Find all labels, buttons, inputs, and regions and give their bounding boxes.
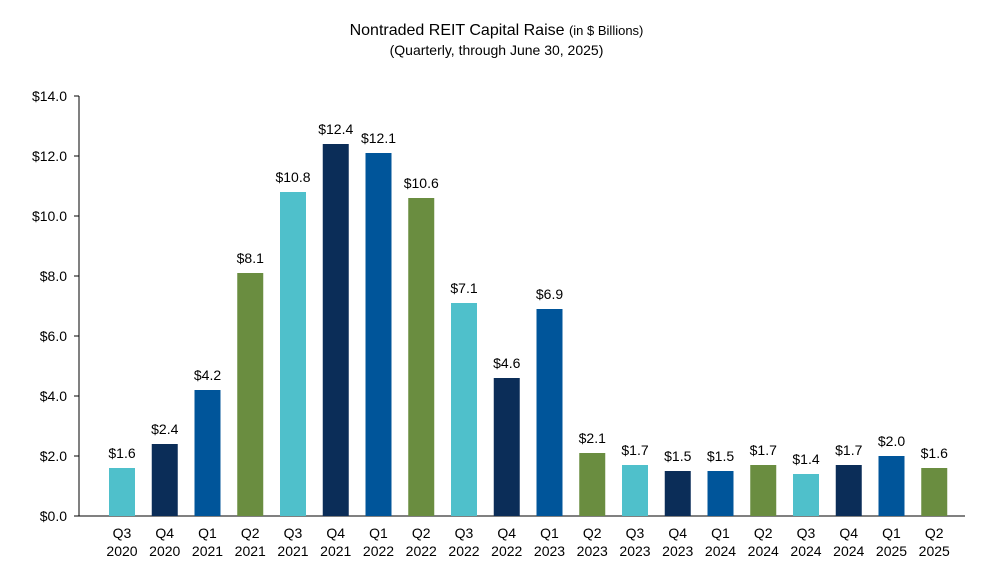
x-tick-label-quarter: Q3 — [797, 525, 816, 541]
bar — [750, 465, 777, 516]
bar — [408, 198, 435, 516]
x-tick-label-quarter: Q3 — [284, 525, 303, 541]
x-tick-label-quarter: Q3 — [626, 525, 645, 541]
bar — [793, 474, 819, 516]
bar — [622, 465, 648, 516]
bar-value-label: $1.7 — [750, 442, 777, 458]
x-tick-label-quarter: Q4 — [497, 525, 516, 541]
x-tick-label-quarter: Q1 — [540, 525, 559, 541]
bar — [493, 378, 520, 516]
x-tick-label-year: 2022 — [491, 543, 522, 559]
x-tick-label-year: 2025 — [919, 543, 950, 559]
bar-value-label: $1.6 — [108, 445, 135, 461]
x-tick-label-year: 2024 — [705, 543, 736, 559]
y-tick-label: $12.0 — [32, 148, 67, 164]
title-unit: (in $ Billions) — [568, 23, 644, 38]
bar-value-label: $6.9 — [536, 286, 563, 302]
x-tick-label-quarter: Q3 — [113, 525, 132, 541]
bar — [237, 273, 264, 516]
bar — [707, 471, 734, 516]
x-tick-label-quarter: Q1 — [198, 525, 217, 541]
x-tick-label-year: 2023 — [619, 543, 650, 559]
x-tick-label-year: 2021 — [277, 543, 308, 559]
chart-title-block: Nontraded REIT Capital Raise (in $ Billi… — [0, 22, 993, 58]
bar-value-label: $4.6 — [493, 355, 520, 371]
bar-value-label: $1.4 — [792, 451, 819, 467]
x-tick-label-year: 2020 — [149, 543, 180, 559]
bar-value-label: $12.4 — [318, 121, 353, 137]
x-tick-label-year: 2023 — [662, 543, 693, 559]
y-tick-label: $14.0 — [32, 88, 67, 104]
bar — [664, 471, 691, 516]
bar-value-label: $1.6 — [921, 445, 948, 461]
bar-value-label: $8.1 — [237, 250, 264, 266]
x-tick-label-year: 2023 — [534, 543, 565, 559]
y-tick-label: $8.0 — [40, 268, 67, 284]
bar-value-label: $4.2 — [194, 367, 221, 383]
bar-value-label: $1.5 — [664, 448, 691, 464]
chart-title: Nontraded REIT Capital Raise (in $ Billi… — [0, 22, 993, 40]
bar — [151, 444, 178, 516]
x-tick-label-quarter: Q4 — [668, 525, 687, 541]
y-tick-label: $4.0 — [40, 388, 67, 404]
bar-value-label: $1.7 — [835, 442, 862, 458]
x-tick-label-quarter: Q1 — [882, 525, 901, 541]
x-tick-label-year: 2021 — [320, 543, 351, 559]
bar-value-label: $1.5 — [707, 448, 734, 464]
bar — [835, 465, 862, 516]
x-tick-label-year: 2025 — [876, 543, 907, 559]
x-tick-label-year: 2021 — [235, 543, 266, 559]
x-tick-label-quarter: Q2 — [754, 525, 773, 541]
x-tick-label-quarter: Q1 — [369, 525, 388, 541]
bar — [194, 390, 221, 516]
chart-subtitle: (Quarterly, through June 30, 2025) — [389, 42, 604, 58]
x-tick-label-quarter: Q2 — [412, 525, 431, 541]
y-tick-label: $10.0 — [32, 208, 67, 224]
bar — [109, 468, 135, 516]
bar-value-label: $2.4 — [151, 421, 178, 437]
bar — [921, 468, 948, 516]
bar-value-label: $1.7 — [621, 442, 648, 458]
bar — [579, 453, 606, 516]
x-tick-label-year: 2024 — [833, 543, 864, 559]
x-tick-label-year: 2022 — [448, 543, 479, 559]
x-tick-label-quarter: Q1 — [711, 525, 730, 541]
x-tick-label-quarter: Q2 — [241, 525, 260, 541]
x-tick-label-year: 2021 — [192, 543, 223, 559]
bar-value-label: $10.8 — [275, 169, 310, 185]
x-tick-label-quarter: Q4 — [155, 525, 174, 541]
y-tick-label: $6.0 — [40, 328, 67, 344]
x-tick-label-year: 2022 — [406, 543, 437, 559]
x-tick-label-year: 2022 — [363, 543, 394, 559]
x-tick-label-year: 2024 — [748, 543, 779, 559]
bar-value-label: $12.1 — [361, 130, 396, 146]
x-tick-label-year: 2023 — [577, 543, 608, 559]
x-tick-label-quarter: Q2 — [583, 525, 602, 541]
bar-value-label: $2.0 — [878, 433, 905, 449]
bar — [280, 192, 306, 516]
bar — [322, 144, 349, 516]
bar — [878, 456, 905, 516]
x-tick-label-quarter: Q3 — [455, 525, 474, 541]
x-tick-label-quarter: Q4 — [839, 525, 858, 541]
bar — [536, 309, 563, 516]
y-tick-label: $2.0 — [40, 448, 67, 464]
y-tick-label: $0.0 — [40, 508, 67, 524]
title-text: Nontraded REIT Capital Raise — [349, 22, 565, 39]
bar-value-label: $7.1 — [450, 280, 477, 296]
bar — [365, 153, 392, 516]
bar-value-label: $10.6 — [404, 175, 439, 191]
bar-value-label: $2.1 — [579, 430, 606, 446]
x-tick-label-quarter: Q4 — [326, 525, 345, 541]
x-tick-label-year: 2024 — [790, 543, 821, 559]
x-tick-label-quarter: Q2 — [925, 525, 944, 541]
bar — [451, 303, 477, 516]
x-tick-label-year: 2020 — [106, 543, 137, 559]
